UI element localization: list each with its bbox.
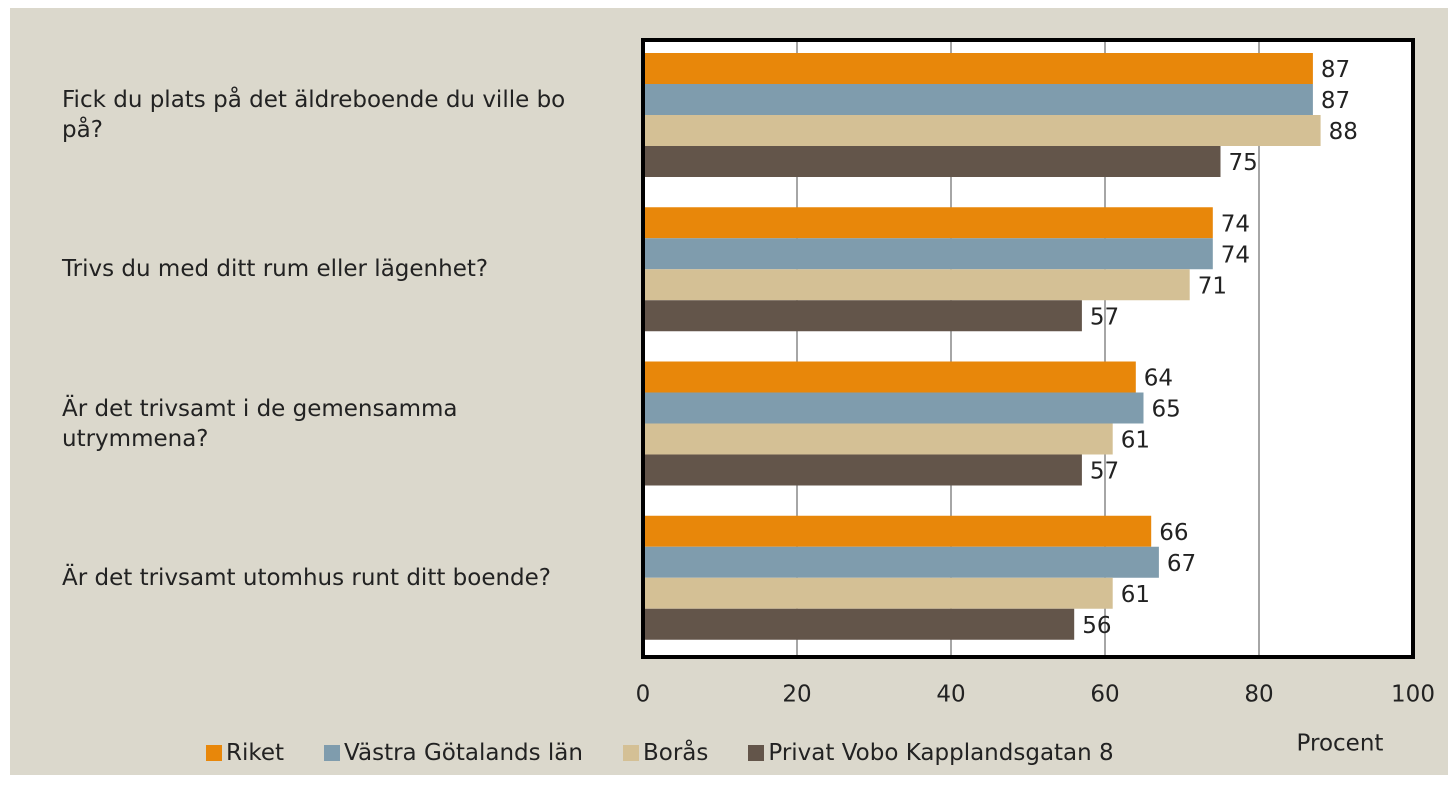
legend-label: Privat Vobo Kapplandsgatan 8 bbox=[768, 740, 1114, 766]
value-label: 87 bbox=[1321, 57, 1350, 83]
value-label: 56 bbox=[1082, 613, 1111, 639]
value-label: 66 bbox=[1159, 520, 1188, 546]
value-label: 74 bbox=[1221, 242, 1250, 268]
legend-label: Borås bbox=[642, 740, 709, 766]
category-label: Trivs du med ditt rum eller lägenhet? bbox=[62, 256, 489, 283]
bar bbox=[643, 608, 1075, 640]
x-tick-label: 40 bbox=[936, 682, 965, 708]
legend-swatch bbox=[206, 745, 222, 761]
value-label: 57 bbox=[1090, 304, 1119, 330]
legend-swatch bbox=[748, 745, 765, 761]
bar bbox=[643, 238, 1213, 270]
value-label: 57 bbox=[1090, 459, 1119, 485]
value-label: 61 bbox=[1121, 582, 1150, 608]
value-label: 61 bbox=[1121, 428, 1150, 454]
bar bbox=[643, 546, 1159, 578]
x-axis-label: Procent bbox=[1297, 731, 1384, 757]
x-tick-label: 20 bbox=[782, 682, 811, 708]
legend-item: Privat Vobo Kapplandsgatan 8 bbox=[748, 740, 1114, 766]
value-label: 74 bbox=[1221, 211, 1250, 237]
bar bbox=[643, 577, 1113, 609]
legend-item: Riket bbox=[206, 740, 284, 766]
bar bbox=[643, 146, 1221, 177]
x-tick-label: 80 bbox=[1244, 682, 1273, 708]
legend-swatch bbox=[324, 745, 341, 761]
bar bbox=[643, 300, 1082, 332]
plot-border bbox=[641, 38, 1415, 659]
value-label: 71 bbox=[1198, 273, 1227, 299]
bar bbox=[643, 53, 1313, 84]
bar bbox=[643, 392, 1144, 424]
x-tick-label: 0 bbox=[636, 682, 651, 708]
value-label: 67 bbox=[1167, 551, 1196, 577]
bar bbox=[643, 515, 1152, 547]
legend-label: Västra Götalands län bbox=[344, 740, 583, 766]
bar bbox=[643, 454, 1082, 486]
bar bbox=[643, 84, 1313, 115]
bar bbox=[643, 115, 1321, 146]
legend-item: Västra Götalands län bbox=[324, 740, 583, 766]
legend-item: Borås bbox=[622, 740, 709, 766]
x-tick-label: 60 bbox=[1090, 682, 1119, 708]
bar bbox=[643, 361, 1136, 393]
x-tick-label: 100 bbox=[1391, 682, 1435, 708]
value-label: 87 bbox=[1321, 88, 1350, 114]
value-label: 75 bbox=[1229, 150, 1258, 176]
category-label: Är det trivsamt i de gemensamma utrymmen… bbox=[62, 395, 458, 452]
legend-swatch bbox=[622, 745, 639, 761]
value-label: 88 bbox=[1329, 119, 1358, 145]
bar bbox=[643, 423, 1113, 455]
category-label: Är det trivsamt utomhus runt ditt boende… bbox=[62, 564, 552, 591]
value-label: 64 bbox=[1144, 366, 1173, 392]
value-label: 65 bbox=[1152, 397, 1181, 423]
legend: Riket Västra Götalands län Borås Privat Vob… bbox=[206, 740, 1114, 766]
bar bbox=[643, 207, 1213, 239]
bar bbox=[643, 269, 1190, 301]
category-label: Fick du plats på det äldreboende du vill… bbox=[62, 87, 566, 143]
legend-label: Riket bbox=[226, 740, 285, 766]
